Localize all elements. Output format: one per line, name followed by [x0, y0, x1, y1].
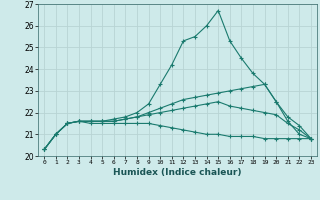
X-axis label: Humidex (Indice chaleur): Humidex (Indice chaleur) [113, 168, 242, 177]
